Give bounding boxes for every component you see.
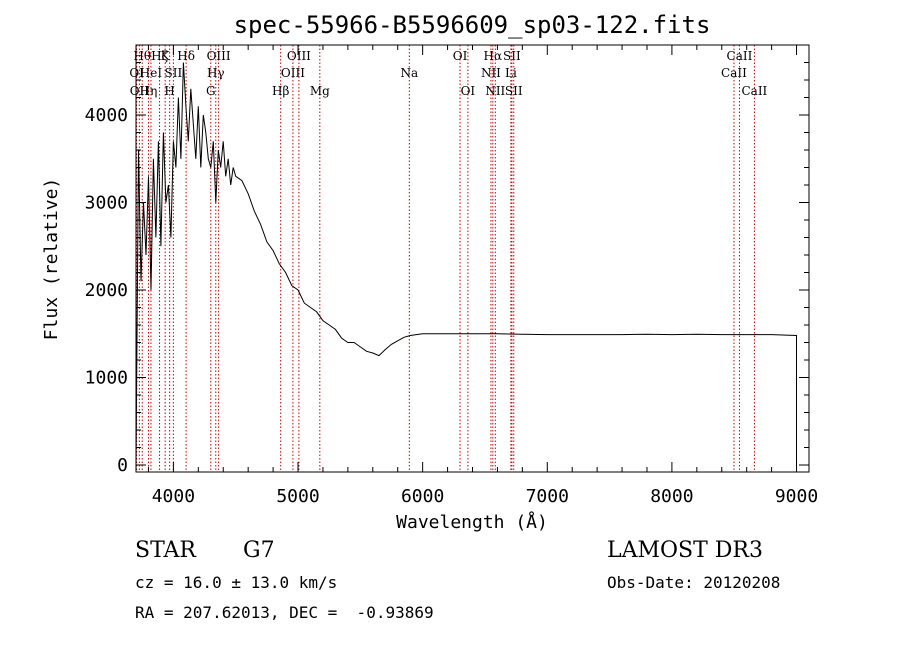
line-label-28: CaII (741, 84, 767, 98)
line-label-4: HeI (140, 66, 163, 80)
y-tick-label-2: 2000 (85, 280, 128, 301)
spectrum-line-0 (135, 62, 797, 466)
line-label-22: NII (485, 84, 505, 98)
x-tick-label-5: 9000 (775, 486, 818, 507)
line-label-8: SII (165, 66, 183, 80)
line-label-5: Hζ (151, 49, 168, 63)
x-tick-label-0: 4000 (152, 486, 195, 507)
line-label-19: OI (461, 84, 476, 98)
axis-ticks: 4000 5000 6000 7000 8000 9000 0 1000 2000 3000 400… (85, 45, 818, 507)
line-label-3: Hη (140, 84, 158, 98)
line-label-1: OII (130, 84, 150, 98)
object-class: STAR (135, 538, 196, 563)
line-label-0: OI (129, 66, 144, 80)
survey-name: LAMOST DR3 (607, 538, 763, 563)
line-label-13: Hβ (272, 84, 289, 98)
line-label-24: SII (503, 49, 521, 63)
line-label-2: Hθ (133, 49, 151, 63)
line-label-14: OIII (281, 66, 305, 80)
plot-frame (135, 44, 810, 473)
line-label-17: Na (400, 66, 418, 80)
coordinates: RA = 207.62013, DEC = -0.93869 (135, 603, 434, 622)
line-label-9: Hδ (177, 49, 195, 63)
line-label-7: H (164, 84, 174, 98)
x-tick-label-4: 8000 (650, 486, 693, 507)
line-label-11: Hγ (207, 66, 225, 80)
line-label-6: K (161, 49, 171, 63)
spectral-line-markers: OI OII Hθ Hη HeI HζK H SII Hδ G Hγ OIII Hβ OIII OIII Mg… (129, 45, 768, 472)
redshift-cz: cz = 16.0 ± 13.0 km/s (135, 573, 338, 592)
line-label-16: Mg (310, 84, 330, 98)
y-tick-label-4: 4000 (85, 105, 128, 126)
line-label-27: CaII (727, 49, 753, 63)
line-label-18: OI (453, 49, 468, 63)
line-label-26: CaII (721, 66, 747, 80)
y-axis-label: Flux (relative) (41, 178, 62, 341)
line-label-23: Li (505, 66, 517, 80)
observation-date: Obs-Date: 20120208 (607, 573, 781, 592)
line-label-10: G (206, 84, 216, 98)
object-subclass: G7 (243, 538, 275, 563)
line-label-20: NII (481, 66, 501, 80)
chart-title: spec-55966-B5596609_sp03-122.fits (234, 11, 711, 39)
line-label-15: OIII (287, 49, 311, 63)
line-label-12: OIII (207, 49, 231, 63)
x-tick-label-2: 6000 (401, 486, 444, 507)
x-tick-label-3: 7000 (526, 486, 569, 507)
line-label-21: Hα (484, 49, 503, 63)
x-axis-label: Wavelength (Å) (396, 511, 548, 533)
x-tick-label-1: 5000 (276, 486, 319, 507)
spectrum-series (135, 62, 797, 466)
y-tick-label-0: 0 (117, 455, 128, 476)
y-tick-label-1: 1000 (85, 368, 128, 389)
line-label-25: SII (505, 84, 523, 98)
y-tick-label-3: 3000 (85, 193, 128, 214)
